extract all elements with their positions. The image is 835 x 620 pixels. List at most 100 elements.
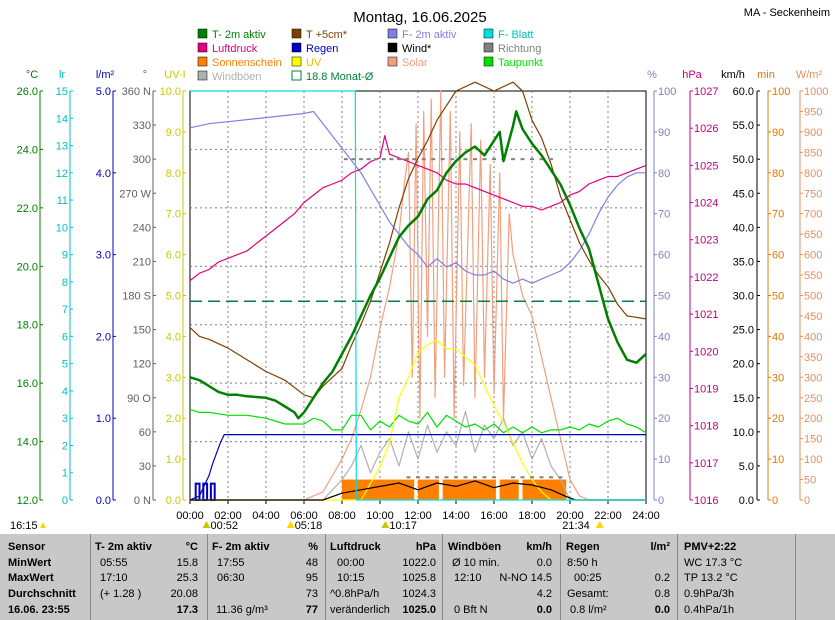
axis-tick-label-right: 1027: [694, 86, 718, 98]
legend-label: T +5cm*: [306, 29, 348, 41]
axis-tick-label-left: 270 W: [119, 188, 151, 200]
x-tick-label: 20:00: [556, 510, 584, 522]
axis-tick-label-left: 150: [133, 325, 151, 337]
x-tick-label: 00:00: [176, 510, 204, 522]
axis-tick-label-right: 50: [772, 291, 784, 303]
axis-tick-label-right: 350: [804, 352, 822, 364]
header-pressure-unit: hPa: [415, 541, 436, 553]
max-label: MaxWert: [8, 572, 54, 584]
direction-point: [549, 476, 553, 479]
direction-point: [421, 158, 426, 161]
axis-tick-label-right: 1024: [694, 198, 718, 210]
min-pressure-value: 1022.0: [402, 557, 436, 569]
axis-tick-label-left: 3.0: [96, 250, 111, 262]
axis-tick-label-right: 5.0: [739, 461, 754, 473]
direction-point: [404, 158, 409, 161]
table-separator: [207, 534, 208, 620]
x-tick-label: 02:00: [214, 510, 242, 522]
axis-tick-label-left: 330: [133, 120, 151, 132]
direction-point: [473, 476, 477, 479]
axis-tick-label-left: 0.0: [96, 495, 111, 507]
axis-tick-label-right: 1020: [694, 346, 718, 358]
axis-tick-label-right: 20: [772, 413, 784, 425]
min-gust-value: 0.0: [536, 557, 552, 569]
axis-unit-left: lr: [59, 69, 65, 81]
axis-tick-label-left: 6: [62, 331, 68, 343]
series-taupunkt-line: [189, 408, 647, 434]
current-label: 16.06. 23:55: [8, 604, 70, 616]
sunshine-bar: [442, 479, 496, 500]
x-tick-label: 16:00: [480, 510, 508, 522]
axis-tick-label-left: 1.0: [166, 454, 181, 466]
max-f2m-time: 06:30: [217, 572, 245, 584]
axis-tick-label-right: 1023: [694, 235, 718, 247]
axis-tick-label-left: 18.0: [17, 320, 38, 332]
axis-tick-label-left: 90 O: [127, 393, 151, 405]
direction-point: [492, 158, 496, 161]
direction-point: [416, 476, 420, 479]
current-f2m-value: 77: [305, 604, 318, 616]
current-gust-value: 0.0: [536, 604, 552, 616]
sunshine-bar: [342, 479, 415, 500]
axis-tick-label-left: 8: [62, 277, 68, 289]
location-label: MA - Seckenheim: [744, 7, 830, 19]
axis-unit-left: °C: [26, 69, 38, 81]
axis-tick-label-right: 100: [658, 86, 676, 98]
header-f2m: F- 2m aktiv: [212, 541, 270, 553]
direction-point: [389, 158, 394, 161]
axis-tick-label-right: 30: [772, 372, 784, 384]
axis-tick-label-right: 0.0: [739, 495, 754, 507]
axis-tick-label-right: 55.0: [733, 120, 754, 132]
legend-label: F- 2m aktiv: [402, 29, 457, 41]
axis-tick-label-right: 20: [658, 413, 670, 425]
legend-swatch: [483, 42, 494, 53]
legend-label: Wind*: [402, 43, 432, 55]
axis-tick-label-right: 1019: [694, 383, 718, 395]
axis-tick-label-right: 550: [804, 270, 822, 282]
max-gust-time: 12:10: [454, 572, 482, 584]
moonset-marker: [381, 521, 390, 528]
axis-tick-label-left: 12.0: [17, 495, 38, 507]
axis-tick-label-right: 450: [804, 311, 822, 323]
header-rain: Regen: [566, 541, 600, 553]
axis-tick-label-right: 35.0: [733, 256, 754, 268]
sunrise-label: 05:18: [295, 520, 323, 532]
axis-tick-label-right: 400: [804, 331, 822, 343]
axis-tick-label-right: 10: [658, 454, 670, 466]
axis-tick-label-left: 5: [62, 359, 68, 371]
direction-point: [539, 158, 544, 161]
direction-point: [351, 158, 356, 161]
sunshine-bar: [418, 479, 439, 500]
direction-point: [530, 158, 534, 161]
direction-point: [539, 476, 544, 479]
axis-tick-label-left: 0: [62, 495, 68, 507]
axis-tick-label-right: 700: [804, 209, 822, 221]
axis-tick-label-right: 50: [804, 475, 816, 487]
x-tick-label: 24:00: [632, 510, 660, 522]
axis-tick-label-left: 14.0: [17, 437, 38, 449]
direction-point: [397, 158, 401, 161]
axis-tick-label-left: 0.0: [166, 495, 181, 507]
header-t2m-unit: °C: [185, 541, 198, 553]
axis-tick-label-left: 20.0: [17, 261, 38, 273]
x-tick-label: 18:00: [518, 510, 546, 522]
series-uv-line: [190, 339, 646, 501]
pmv-windchill: WC 17.3 °C: [684, 557, 743, 569]
direction-point: [366, 158, 371, 161]
legend-label: Taupunkt: [498, 57, 543, 69]
axis-tick-label-left: 2: [62, 440, 68, 452]
direction-point: [406, 476, 411, 479]
axis-unit-right: %: [647, 69, 657, 81]
axis-unit-left: l/m²: [96, 69, 115, 81]
table-separator: [325, 534, 326, 620]
axis-tick-label-left: 15: [56, 86, 68, 98]
avg-pressure-trend: ^0.8hPa/h: [330, 588, 380, 600]
legend-label: F- Blatt: [498, 29, 533, 41]
axis-tick-label-right: 30: [658, 372, 670, 384]
moonset-label: 10:17: [389, 520, 417, 532]
axis-tick-label-right: 1022: [694, 272, 718, 284]
direction-point: [482, 158, 487, 161]
axis-tick-label-right: 10: [772, 454, 784, 466]
legend-swatch: [291, 70, 302, 81]
axis-tick-label-left: 4.0: [96, 168, 111, 180]
